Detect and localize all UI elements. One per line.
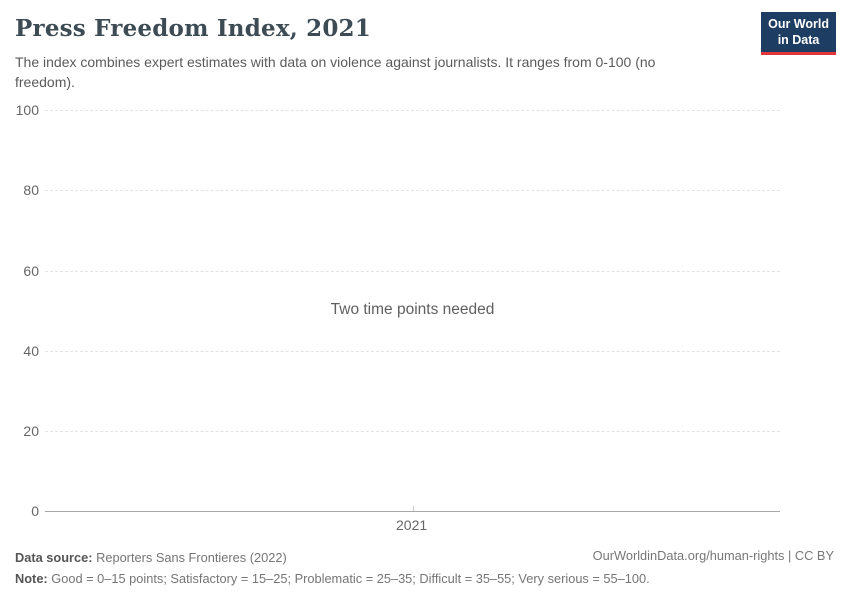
data-source-line: Data source: Reporters Sans Frontieres (… bbox=[15, 547, 650, 568]
data-source-label: Data source: bbox=[15, 550, 93, 565]
x-axis-tick-label: 2021 bbox=[396, 517, 428, 533]
owid-link[interactable]: OurWorldinData.org/human-rights | CC BY bbox=[592, 548, 834, 563]
owid-logo-line1: Our World bbox=[768, 17, 829, 31]
chart-title: Press Freedom Index, 2021 bbox=[15, 15, 371, 42]
gridline bbox=[45, 431, 780, 432]
data-source-text: Reporters Sans Frontieres (2022) bbox=[96, 550, 287, 565]
note-line: Note: Good = 0–15 points; Satisfactory =… bbox=[15, 568, 650, 589]
gridline bbox=[45, 351, 780, 352]
y-axis-tick-label: 0 bbox=[31, 503, 39, 519]
y-axis-tick-label: 40 bbox=[23, 343, 39, 359]
gridline bbox=[45, 110, 780, 111]
note-text: Good = 0–15 points; Satisfactory = 15–25… bbox=[51, 571, 650, 586]
x-axis-line bbox=[45, 511, 780, 512]
y-axis-tick-label: 100 bbox=[15, 102, 39, 118]
gridline bbox=[45, 190, 780, 191]
owid-logo-line2: in Data bbox=[777, 32, 820, 47]
empty-chart-message: Two time points needed bbox=[330, 301, 495, 318]
y-axis-tick-label: 80 bbox=[23, 182, 39, 198]
note-label: Note: bbox=[15, 571, 48, 586]
y-axis-tick-label: 20 bbox=[23, 423, 39, 439]
y-axis-tick-label: 60 bbox=[23, 263, 39, 279]
x-axis-tick-mark bbox=[413, 506, 414, 511]
owid-logo[interactable]: Our World in Data bbox=[761, 12, 836, 56]
chart-subtitle: The index combines expert estimates with… bbox=[15, 54, 656, 91]
gridline bbox=[45, 271, 780, 272]
chart-footer: Data source: Reporters Sans Frontieres (… bbox=[15, 547, 650, 589]
